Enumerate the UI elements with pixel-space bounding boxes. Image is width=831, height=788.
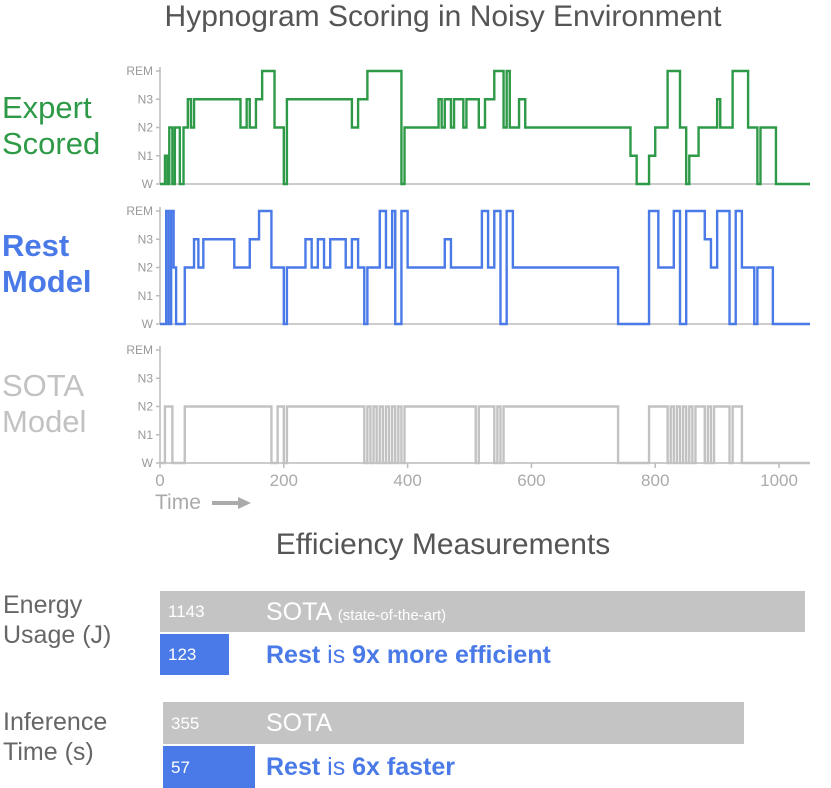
inference-label-line2: Time (s) [3,738,94,766]
expert-scored-ytick-label-n1: N1 [138,149,154,163]
expert-scored-ytick-label-rem: REM [126,64,153,78]
rest-model-ytick-label-n1: N1 [138,289,154,303]
inference-sota-value: 355 [171,714,200,733]
sota-model-ytick-label-w: W [142,456,154,470]
time-arrow-icon [238,497,251,509]
energy-rest-plain: is [327,641,346,669]
x-tick-label-200: 200 [270,471,298,490]
energy-rest-bar [160,634,229,675]
efficiency-title: Efficiency Measurements [275,528,611,561]
expert-scored-ytick-label-w: W [142,177,154,191]
expert-scored-series-line [160,69,810,186]
energy-sota-paren: (state-of-the-art) [337,607,447,624]
x-tick-label-400: 400 [393,471,421,490]
sota-model-ytick-label-n1: N1 [138,428,154,442]
inference-rest-bold: Rest [266,753,321,781]
energy-rest-value: 123 [168,645,197,664]
energy-sota-bar [160,591,805,632]
x-tick-label-1000: 1000 [760,471,798,490]
inference-time-label: Inference Time (s) [3,707,107,767]
sota-model-label: SOTA Model [2,368,86,440]
inference-rest-value: 57 [171,758,190,777]
energy-rest-caption: Rest is 9x more efficient [266,641,551,670]
rest-model-ytick-label-rem: REM [126,204,153,218]
inference-label-line1: Inference [3,708,108,736]
sota-label-line1: SOTA [2,368,85,403]
expert-scored-ytick-label-n3: N3 [138,92,154,106]
expert-scored-ytick-label-n2: N2 [138,121,154,135]
sota-model-series-line [160,405,810,465]
inference-sota-caption: SOTA [266,709,333,737]
inference-rest-bar [163,746,255,788]
inference-rest-caption: Rest is 6x faster [266,753,455,782]
rest-model-ytick-label-n3: N3 [138,232,154,246]
rest-model-ytick-label-w: W [142,317,154,331]
sota-model-ytick-label-n3: N3 [138,371,154,385]
energy-sota-caption: SOTA (state-of-the-art) [266,598,446,627]
sota-model-ytick-label-n2: N2 [138,400,154,414]
hypnogram-title: Hypnogram Scoring in Noisy Environment [164,0,722,33]
energy-label-line2: Usage (J) [3,621,112,649]
energy-sota-text: SOTA [266,598,331,626]
energy-rest-bold: Rest [266,641,321,669]
expert-label-line1: Expert [2,90,92,125]
x-tick-label-800: 800 [641,471,669,490]
x-tick-label-600: 600 [517,471,545,490]
rest-model-series-line [160,209,810,326]
inference-rest-plain: is [327,753,346,781]
expert-label-line2: Scored [2,126,101,161]
rest-label-line2: Model [2,264,92,299]
inference-rest-claim: 6x faster [352,753,456,781]
x-tick-label-0: 0 [155,471,164,490]
rest-model-label: Rest Model [2,228,92,300]
inference-sota-bar [163,702,744,744]
energy-rest-claim: 9x more efficient [352,641,551,669]
sota-label-line2: Model [2,404,87,439]
energy-sota-value: 1143 [168,602,205,621]
hypnogram-chart: W N1 N2 N3 REM W N1 N2 N3 REM W N1 N2 N3 REM 0 200 400 600… [126,64,810,514]
expert-scored-label: Expert Scored [2,90,100,162]
energy-usage-label: Energy Usage (J) [3,590,111,650]
energy-label-line1: Energy [3,591,83,619]
rest-model-ytick-label-n2: N2 [138,261,154,275]
x-axis-label: Time [155,491,201,514]
sota-model-ytick-label-rem: REM [126,343,153,357]
rest-label-line1: Rest [2,228,70,263]
